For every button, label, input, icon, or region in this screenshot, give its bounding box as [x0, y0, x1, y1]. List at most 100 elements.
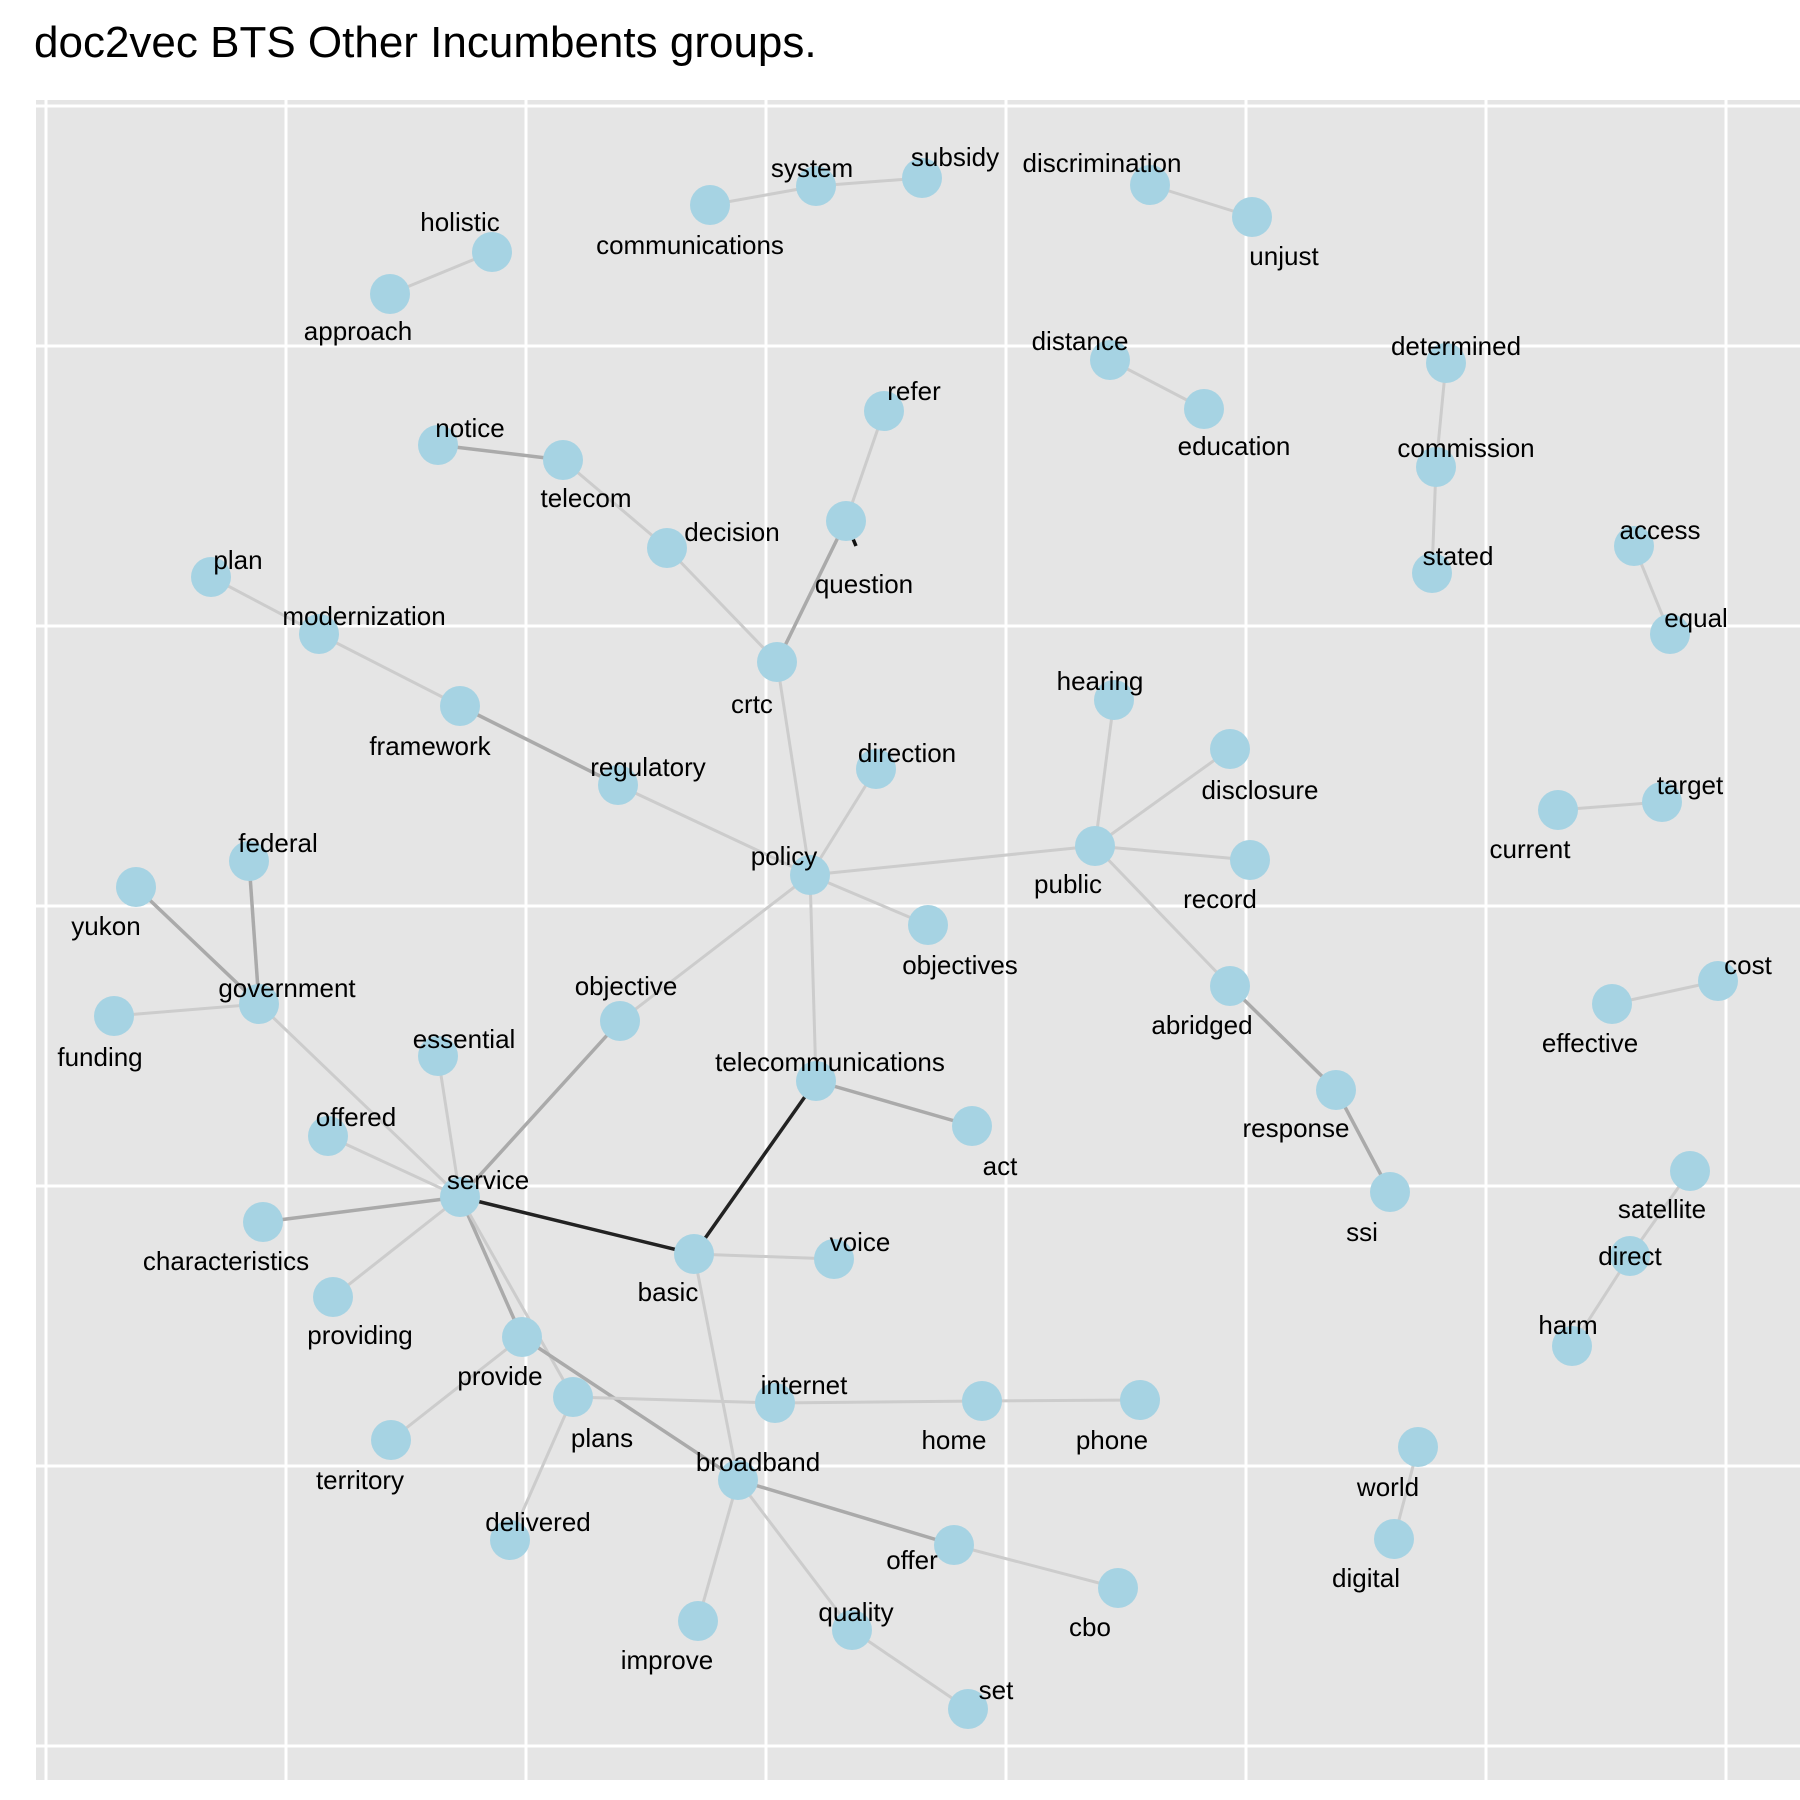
node-education: [1184, 389, 1224, 429]
edge-quality-set: [851, 1628, 969, 1711]
node-label-essential: essential: [413, 1024, 516, 1054]
node-label-holistic: holistic: [420, 207, 499, 237]
node-labels: holistic approach communications system subs…: [57, 142, 1772, 1705]
node-act: [952, 1106, 992, 1146]
node-distance: [1090, 340, 1130, 380]
node-label-equal: equal: [1664, 603, 1728, 633]
node-label-telecommunications: telecommunications: [715, 1047, 945, 1077]
edge-plans-internet: [572, 1395, 776, 1405]
node-label-refer: refer: [887, 376, 941, 406]
node-label-system: system: [771, 153, 853, 183]
edge-modernization-framework: [318, 632, 461, 708]
chart-title: doc2vec BTS Other Incumbents groups.: [34, 18, 817, 67]
node-label-target: target: [1657, 770, 1724, 800]
node-label-objective: objective: [575, 971, 678, 1001]
edge-policy-telecommunications: [808, 874, 818, 1082]
node-essential: [418, 1036, 458, 1076]
node-label-direction: direction: [858, 738, 956, 768]
node-label-hearing: hearing: [1057, 666, 1144, 696]
node-funding: [94, 996, 134, 1036]
node-determined: [1426, 343, 1466, 383]
node-effective: [1592, 984, 1632, 1024]
node-direction: [856, 749, 896, 789]
node-target: [1642, 782, 1682, 822]
node-label-policy: policy: [751, 841, 817, 871]
node-label-record: record: [1183, 884, 1257, 914]
edge-telecom-decision: [562, 458, 668, 550]
edge-offered-service: [327, 1134, 461, 1199]
node-cost: [1698, 961, 1738, 1001]
edge-question-crtc: [775, 520, 848, 663]
node-label-phone: phone: [1076, 1425, 1148, 1455]
node-label-broadband: broadband: [696, 1447, 820, 1477]
node-broadband: [718, 1460, 758, 1500]
node-label-decision: decision: [684, 517, 779, 547]
node-policy: [790, 855, 830, 895]
node-hearing: [1094, 680, 1134, 720]
edge-service-provide: [458, 1196, 524, 1338]
node-label-quality: quality: [818, 1597, 893, 1627]
node-label-unjust: unjust: [1249, 241, 1319, 271]
node-plan: [191, 557, 231, 597]
node-label-delivered: delivered: [485, 1507, 591, 1537]
edge-service-basic: [459, 1195, 695, 1256]
edge-essential-service: [436, 1055, 462, 1198]
node-label-crtc: crtc: [731, 689, 773, 719]
node-label-funding: funding: [57, 1042, 142, 1072]
node-label-federal: federal: [238, 828, 318, 858]
node-communications: [690, 185, 730, 225]
edge-crtc-policy: [775, 661, 812, 876]
node-direct: [1610, 1236, 1650, 1276]
node-label-response: response: [1243, 1113, 1350, 1143]
node-system: [796, 166, 836, 206]
edge-provide-territory: [390, 1335, 523, 1442]
node-label-harm: harm: [1538, 1310, 1597, 1340]
node-refer: [864, 391, 904, 431]
edge-direction-policy: [808, 768, 878, 876]
node-label-telecom: telecom: [540, 483, 631, 513]
node-label-abridged: abridged: [1151, 1010, 1252, 1040]
nodes: [94, 158, 1738, 1729]
node-label-plan: plan: [213, 545, 262, 575]
node-providing: [313, 1277, 353, 1317]
edge-internet-home: [774, 1399, 983, 1405]
node-commission: [1416, 447, 1456, 487]
node-access: [1614, 526, 1654, 566]
edge-basic-broadband: [692, 1253, 740, 1481]
edge-offer-cbo: [953, 1543, 1119, 1590]
node-label-world: world: [1356, 1472, 1419, 1502]
node-label-discrimination: discrimination: [1023, 148, 1182, 178]
node-world: [1398, 1427, 1438, 1467]
node-public: [1075, 826, 1115, 866]
node-label-education: education: [1178, 431, 1291, 461]
node-ssi: [1370, 1172, 1410, 1212]
node-label-determined: determined: [1391, 331, 1521, 361]
node-label-modernization: modernization: [282, 601, 445, 631]
node-phone: [1120, 1380, 1160, 1420]
node-question: [826, 501, 866, 541]
node-offer: [934, 1525, 974, 1565]
edge-policy-public: [809, 844, 1096, 877]
node-label-framework: framework: [369, 731, 491, 761]
node-label-home: home: [921, 1425, 986, 1455]
edge-broadband-quality: [736, 1479, 854, 1631]
node-stated: [1412, 553, 1452, 593]
edge-framework-regulatory: [459, 704, 619, 787]
grid-lines: [36, 100, 1800, 1780]
node-yukon: [116, 867, 156, 907]
node-service: [440, 1177, 480, 1217]
node-label-objectives: objectives: [902, 950, 1018, 980]
edge-objective-service: [458, 1019, 622, 1199]
node-label-regulatory: regulatory: [590, 752, 706, 782]
node-label-plans: plans: [571, 1423, 633, 1453]
node-telecom: [543, 440, 583, 480]
node-label-service: service: [447, 1165, 529, 1195]
node-label-improve: improve: [621, 1645, 713, 1675]
node-label-basic: basic: [638, 1277, 699, 1307]
node-label-digital: digital: [1332, 1563, 1400, 1593]
node-label-satellite: satellite: [1618, 1194, 1706, 1224]
node-label-disclosure: disclosure: [1201, 775, 1318, 805]
node-label-public: public: [1034, 869, 1102, 899]
node-equal: [1650, 614, 1690, 654]
